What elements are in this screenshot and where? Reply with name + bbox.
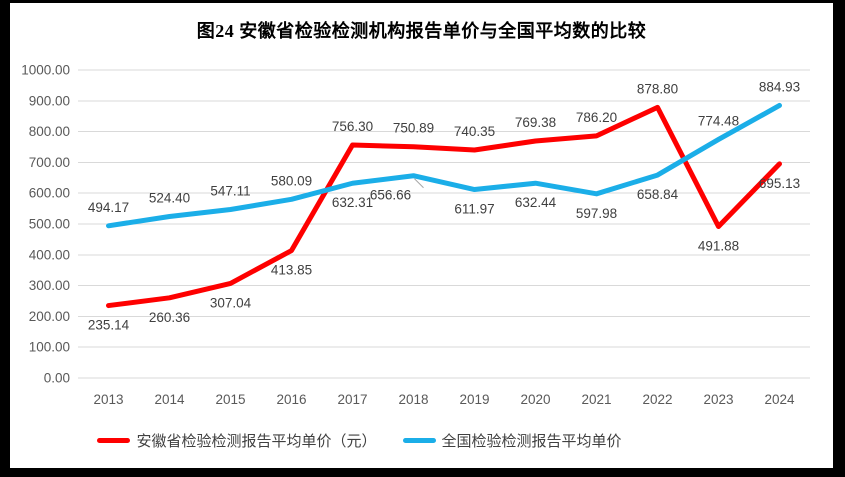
x-tick-label: 2017 (337, 392, 367, 407)
data-label: 547.11 (210, 183, 250, 198)
data-label: 611.97 (454, 202, 494, 217)
y-tick-label: 300.00 (29, 278, 70, 293)
data-label: 884.93 (759, 79, 800, 94)
data-label: 769.38 (515, 115, 556, 130)
data-label: 307.04 (210, 295, 252, 310)
x-tick-label: 2014 (154, 392, 185, 407)
legend-item-national: 全国检验检测报告平均单价 (402, 430, 622, 451)
y-tick-label: 500.00 (29, 217, 70, 232)
legend-item-anhui: 安徽省检验检测报告平均单价（元） (97, 430, 377, 451)
data-label: 524.40 (149, 190, 190, 205)
data-label: 774.48 (698, 113, 739, 128)
x-axis-labels: 2013 2014 2015 2016 2017 2018 2019 2020 2021 2022… (93, 392, 795, 407)
x-tick-label: 2020 (520, 392, 550, 407)
chart-canvas: 图24 安徽省检验检测机构报告单价与全国平均数的比较 0.00 100.00 200… (10, 3, 833, 468)
data-label: 494.17 (88, 200, 129, 215)
chart-legend: 安徽省检验检测报告平均单价（元） 全国检验检测报告平均单价 (0, 430, 771, 451)
x-tick-label: 2013 (93, 392, 123, 407)
legend-label-anhui: 安徽省检验检测报告平均单价（元） (136, 433, 377, 450)
anhui-line-swatch (97, 438, 131, 443)
data-label: 580.09 (271, 173, 312, 188)
data-label: 695.13 (759, 176, 800, 191)
y-tick-label: 700.00 (29, 155, 70, 170)
x-tick-label: 2022 (642, 392, 672, 407)
x-tick-label: 2021 (581, 392, 611, 407)
x-tick-label: 2015 (215, 392, 245, 407)
data-label: 756.30 (332, 119, 373, 134)
data-label: 656.66 (370, 188, 411, 203)
data-label: 632.44 (515, 195, 557, 210)
data-label: 750.89 (393, 121, 434, 136)
y-tick-label: 200.00 (29, 309, 70, 324)
y-tick-label: 900.00 (29, 93, 70, 108)
data-label: 878.80 (637, 81, 678, 96)
anhui-data-labels: 235.14 260.36 307.04 413.85 756.30 750.89 740.… (88, 81, 800, 332)
data-label: 786.20 (576, 110, 617, 125)
data-label: 597.98 (576, 206, 617, 221)
y-tick-label: 600.00 (29, 186, 70, 201)
national-series-line (106, 102, 782, 229)
x-tick-label: 2016 (276, 392, 306, 407)
data-label: 413.85 (271, 263, 312, 278)
data-label: 260.36 (149, 310, 190, 325)
y-tick-label: 0.00 (44, 371, 70, 386)
data-label: 740.35 (454, 124, 495, 139)
y-tick-label: 100.00 (29, 340, 70, 355)
gridlines (78, 69, 810, 379)
legend-label-national: 全国检验检测报告平均单价 (441, 433, 622, 450)
chart-title: 图24 安徽省检验检测机构报告单价与全国平均数的比较 (196, 21, 647, 41)
y-axis-labels: 0.00 100.00 200.00 300.00 400.00 500.00 600.00… (21, 63, 70, 386)
x-tick-label: 2023 (703, 392, 733, 407)
x-tick-label: 2018 (398, 392, 428, 407)
x-tick-label: 2024 (764, 392, 795, 407)
data-label: 491.88 (698, 239, 739, 254)
national-line-swatch (402, 438, 436, 443)
y-tick-label: 800.00 (29, 124, 70, 139)
y-tick-label: 400.00 (29, 247, 70, 262)
data-label: 632.31 (332, 195, 373, 210)
anhui-series-line (106, 104, 782, 309)
label-leader-line (414, 178, 424, 189)
y-tick-label: 1000.00 (21, 63, 70, 78)
data-label: 235.14 (88, 318, 130, 333)
x-tick-label: 2019 (459, 392, 489, 407)
data-label: 658.84 (637, 187, 679, 202)
line-chart: 0.00 100.00 200.00 300.00 400.00 500.00 600.00… (21, 63, 810, 407)
